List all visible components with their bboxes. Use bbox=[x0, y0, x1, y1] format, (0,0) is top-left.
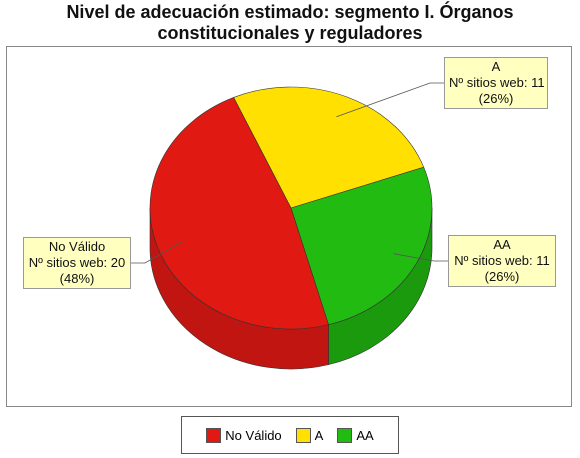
callout-no-valido-prefix: Nº sitios web: bbox=[28, 255, 108, 270]
callout-a-count: Nº sitios web: 11 bbox=[449, 75, 545, 91]
pie-slice-aa bbox=[290, 166, 433, 325]
callout-no-valido-percent-value: 48% bbox=[63, 271, 91, 286]
callout-aa-prefix: Nº sitios web: bbox=[454, 253, 533, 268]
legend-label-aa: AA bbox=[356, 427, 374, 443]
legend-item-no-valido: No Válido bbox=[206, 427, 282, 443]
legend-item-a: A bbox=[295, 427, 324, 443]
leader-line-a bbox=[336, 82, 444, 118]
legend-swatch-aa bbox=[337, 427, 353, 443]
callout-a-prefix: Nº sitios web: bbox=[449, 75, 528, 90]
callout-no-valido-value: 20 bbox=[110, 255, 126, 270]
legend-label-no-valido: No Válido bbox=[225, 427, 282, 443]
callout-no-valido-label: No Válido bbox=[48, 239, 106, 254]
pie-layer bbox=[131, 82, 448, 370]
callout-aa-percent: (26%) bbox=[484, 269, 520, 284]
chart-title-line-1: Nivel de adecuación estimado: segmento I… bbox=[66, 2, 514, 22]
callout-aa-count: Nº sitios web: 11 bbox=[453, 253, 551, 269]
pie-slice-no-valido bbox=[149, 97, 329, 330]
callout-a: A Nº sitios web: 11 (26%) bbox=[444, 57, 548, 109]
callout-a-percent-value: 26% bbox=[482, 91, 510, 106]
leader-line-no-valido bbox=[131, 241, 183, 264]
callout-aa-label: AA bbox=[493, 237, 511, 252]
callout-a-value: 11 bbox=[531, 75, 545, 90]
callout-aa-value: 11 bbox=[536, 253, 550, 268]
callout-a-label: A bbox=[491, 59, 501, 74]
callout-aa: AA Nº sitios web: 11 (26%) bbox=[448, 235, 556, 287]
callout-no-valido-percent: (48%) bbox=[59, 271, 95, 286]
legend-swatch-no-valido bbox=[206, 427, 222, 443]
callout-aa-percent-value: 26% bbox=[488, 269, 516, 284]
legend-swatch-a bbox=[295, 427, 311, 443]
callout-a-percent: (26%) bbox=[478, 91, 514, 106]
callout-no-valido-count: Nº sitios web: 20 bbox=[28, 255, 126, 271]
legend-label-a: A bbox=[314, 427, 324, 443]
pie-slice-a bbox=[233, 86, 425, 209]
chart-title: Nivel de adecuación estimado: segmento I… bbox=[0, 2, 580, 44]
leader-line-aa bbox=[393, 253, 448, 262]
legend: No Válido A AA bbox=[181, 416, 399, 454]
chart-title-line-2: constitucionales y reguladores bbox=[157, 23, 423, 43]
legend-item-aa: AA bbox=[337, 427, 374, 443]
callout-no-valido: No Válido Nº sitios web: 20 (48%) bbox=[23, 237, 131, 289]
